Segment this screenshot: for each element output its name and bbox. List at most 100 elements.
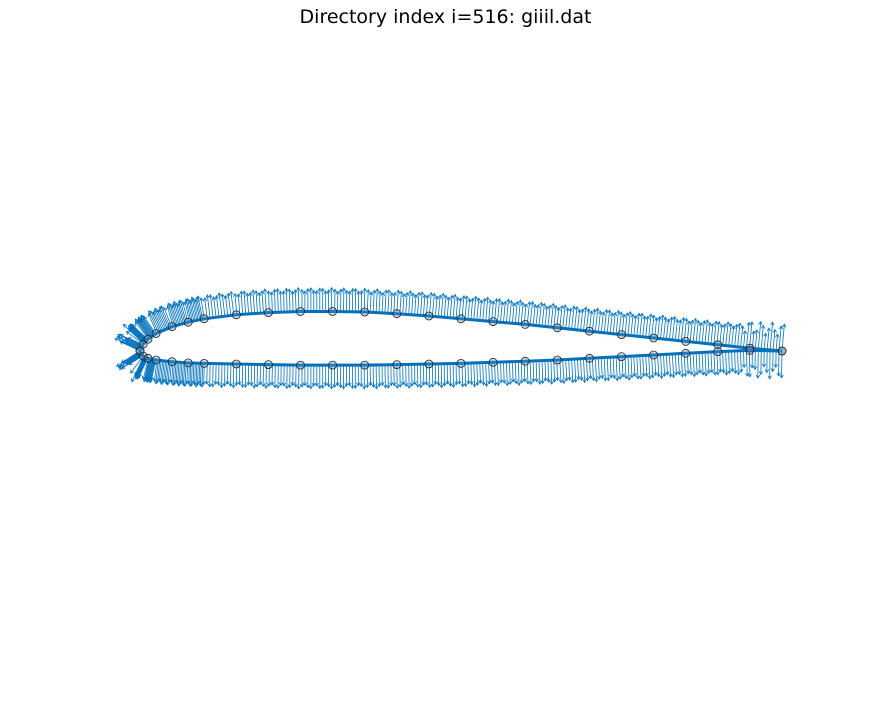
normal-arrow	[119, 354, 143, 370]
normal-arrow	[740, 350, 742, 373]
normal-arrow-head	[685, 370, 691, 375]
normal-arrow	[191, 362, 193, 386]
normal-arrow	[443, 295, 447, 318]
normal-arrow	[597, 357, 600, 380]
normal-arrow	[592, 309, 596, 332]
normal-arrow-head	[481, 381, 486, 386]
normal-arrow-head	[574, 306, 579, 311]
normal-arrow-head	[684, 317, 689, 322]
normal-arrow	[541, 303, 545, 327]
normal-arrow	[597, 311, 601, 333]
normal-arrow-head	[770, 368, 775, 373]
normal-arrow-head	[482, 297, 487, 302]
normal-arrow-head	[697, 369, 703, 374]
normal-arrow-head	[607, 309, 612, 314]
normal-arrow-head	[576, 376, 581, 381]
normal-arrow-head	[555, 377, 560, 382]
normal-arrow	[725, 321, 729, 346]
normal-arrow-head	[552, 378, 557, 383]
normal-arrow	[547, 305, 551, 327]
normal-arrow	[781, 324, 785, 352]
normal-arrow-head	[182, 382, 188, 387]
normal-arrow	[464, 296, 468, 320]
normal-arrow	[432, 293, 435, 317]
normal-arrow	[237, 294, 241, 315]
normal-arrow	[529, 301, 533, 326]
normal-arrow-head	[290, 382, 295, 387]
normal-arrow	[674, 353, 677, 375]
normal-arrow	[209, 294, 214, 318]
surface-point-marker	[143, 334, 153, 344]
normal-arrow-head	[122, 323, 127, 328]
normal-arrow-head	[645, 315, 650, 320]
normal-arrow	[523, 361, 526, 382]
surface-point-marker	[183, 358, 193, 368]
normal-arrow-head	[597, 375, 602, 380]
normal-arrow-head	[437, 294, 443, 299]
normal-arrow-head	[779, 374, 784, 379]
normal-arrow-head	[742, 330, 748, 335]
normal-arrow-head	[675, 318, 680, 323]
normal-arrow	[128, 355, 144, 365]
normal-arrow-head	[688, 371, 694, 376]
normal-arrow-head	[138, 373, 143, 378]
normal-arrow-head	[401, 293, 407, 298]
normal-arrow	[119, 352, 142, 367]
normal-arrow-head	[506, 298, 511, 303]
normal-arrow-head	[452, 293, 458, 298]
normal-arrow-head	[335, 290, 340, 295]
normal-arrow-head	[410, 292, 416, 297]
normal-arrow-head	[478, 379, 483, 384]
normal-arrow-head	[508, 299, 514, 304]
normal-arrow	[639, 355, 642, 380]
surface-point-marker	[424, 311, 434, 321]
normal-arrow-head	[479, 299, 484, 304]
normal-arrow	[213, 297, 217, 318]
normal-arrow	[704, 319, 708, 344]
normal-arrow	[252, 289, 255, 314]
normal-arrow	[754, 329, 758, 349]
normal-arrow	[633, 315, 637, 336]
normal-arrow	[577, 358, 579, 380]
normal-arrow-head	[505, 382, 510, 387]
normal-arrow	[592, 358, 594, 381]
normal-arrow	[470, 298, 474, 320]
normal-arrow-head	[594, 378, 599, 383]
normal-arrow-head	[629, 374, 635, 379]
normal-arrow-head	[585, 377, 590, 382]
normal-arrow-head	[755, 374, 761, 379]
normal-arrow	[532, 304, 536, 326]
normal-arrow	[612, 357, 615, 379]
normal-arrow-head	[776, 372, 781, 377]
normal-arrow	[178, 301, 186, 324]
surface-point-marker	[681, 336, 691, 346]
normal-arrow-head	[734, 323, 739, 328]
normal-arrow	[621, 356, 624, 377]
normal-arrow-head	[186, 298, 191, 303]
normal-arrow-head	[141, 314, 145, 319]
normal-arrow-head	[700, 371, 706, 376]
normal-arrow-head	[707, 322, 712, 327]
normal-arrow	[594, 357, 597, 382]
normal-arrow-head	[311, 289, 316, 294]
normal-arrow	[731, 326, 735, 347]
normal-arrow-head	[564, 377, 569, 382]
normal-arrow-head	[263, 385, 269, 390]
normal-arrow-head	[202, 297, 208, 302]
normal-arrow-head	[778, 325, 784, 330]
normal-arrow-head	[488, 299, 493, 304]
surface-point-marker	[585, 326, 594, 336]
normal-arrow-head	[201, 381, 206, 386]
normal-arrow	[680, 353, 683, 377]
normal-arrow	[674, 319, 678, 341]
surface-point-marker	[649, 333, 658, 343]
normal-arrow-head	[439, 384, 444, 389]
normal-arrow	[636, 313, 640, 337]
normal-arrow-head	[485, 296, 490, 301]
normal-arrow	[746, 322, 750, 348]
normal-arrow-head	[547, 304, 553, 309]
normal-arrow-head	[329, 385, 334, 390]
surface-point-marker	[135, 346, 145, 356]
normal-arrow	[160, 360, 164, 383]
surface-point-marker	[713, 340, 723, 350]
